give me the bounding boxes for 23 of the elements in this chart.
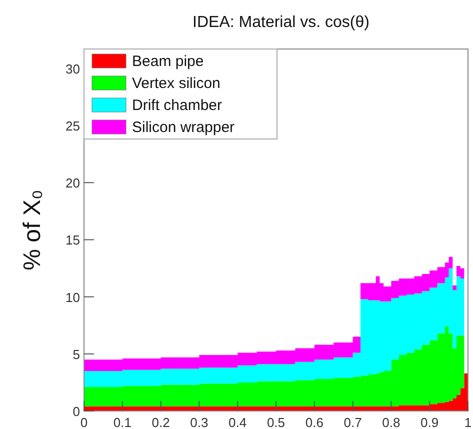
legend-label: Vertex silicon: [132, 75, 220, 92]
legend-label: Drift chamber: [132, 97, 222, 114]
y-tick-label: 25: [66, 118, 80, 134]
legend-label: Silicon wrapper: [132, 119, 235, 136]
y-tick-label: 5: [72, 346, 80, 362]
x-tick-label: 0.8: [382, 415, 400, 429]
x-tick-label: 0.1: [113, 415, 132, 429]
chart-title: IDEA: Material vs. cos(θ): [192, 14, 370, 31]
x-tick-label: 0.9: [420, 415, 439, 429]
y-tick-label: 30: [66, 61, 80, 76]
x-tick-label: 0.3: [190, 415, 208, 429]
y-axis-title: % of X₀: [19, 190, 46, 270]
x-tick-label: 0.5: [266, 415, 286, 429]
y-tick-label: 15: [66, 232, 80, 248]
y-tick-label: 20: [66, 176, 80, 191]
x-tick-label: 0.6: [305, 415, 324, 429]
legend-label: Beam pipe: [132, 53, 204, 70]
y-tick-label: 0: [72, 404, 80, 419]
x-tick-label: 0.4: [228, 415, 247, 429]
x-tick-label: 0.2: [152, 415, 170, 429]
x-tick-label: 0.7: [344, 415, 362, 429]
y-tick-label: 10: [66, 290, 80, 305]
x-tick-label: 1: [464, 415, 472, 429]
